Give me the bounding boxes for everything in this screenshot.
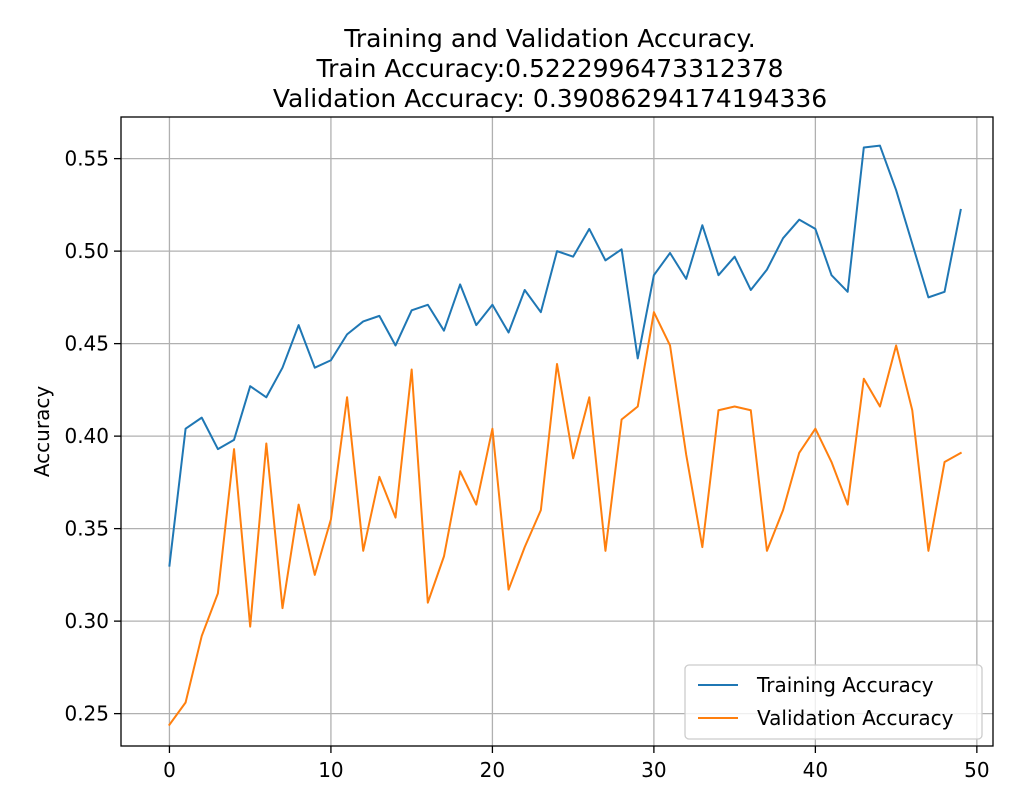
legend-box <box>684 664 983 740</box>
chart-title-line-3: Validation Accuracy: 0.39086294174194336 <box>272 84 828 113</box>
y-tick-label: 0.45 <box>64 332 109 356</box>
x-tick-label: 40 <box>803 758 828 782</box>
x-tick-label: 50 <box>964 758 989 782</box>
series-line-training-accuracy <box>168 144 962 567</box>
x-tick-label: 30 <box>641 758 666 782</box>
x-tick-label: 0 <box>163 758 176 782</box>
legend-label: Validation Accuracy <box>757 706 954 730</box>
chart-title-line-1: Training and Validation Accuracy. <box>344 24 756 53</box>
x-tick-label: 20 <box>480 758 505 782</box>
axes-frame <box>120 116 994 747</box>
legend-label: Training Accuracy <box>756 673 934 697</box>
chart-title-line-2: Train Accuracy:0.5222996473312378 <box>316 54 784 83</box>
y-tick-label: 0.55 <box>64 147 109 171</box>
y-tick-label: 0.25 <box>64 702 109 726</box>
y-tick-label: 0.30 <box>64 609 109 633</box>
y-axis-label: Accuracy <box>30 386 54 477</box>
series-line-validation-accuracy <box>168 311 963 727</box>
y-tick-label: 0.35 <box>64 517 109 541</box>
y-tick-label: 0.50 <box>64 239 109 263</box>
y-tick-label: 0.40 <box>64 424 109 448</box>
x-tick-label: 10 <box>318 758 343 782</box>
